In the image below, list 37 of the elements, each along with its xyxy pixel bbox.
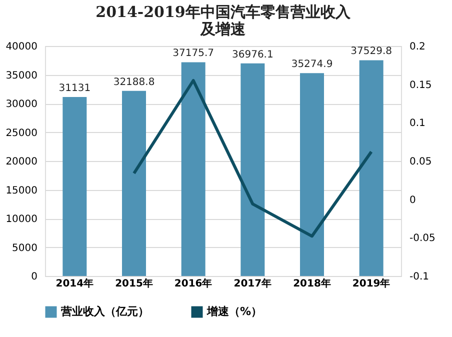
x-tick-label: 2015年: [115, 278, 153, 290]
chart-title: 2014-2019年中国汽车零售营业收入及增速: [96, 3, 352, 38]
data-label: 36976.1: [232, 49, 274, 60]
y-tick-label: 0: [31, 272, 38, 282]
x-tick-label: 2019年: [352, 278, 390, 290]
bar: [62, 96, 87, 276]
x-tick-label: 2016年: [174, 278, 212, 290]
x-tick-label: 2018年: [293, 278, 331, 290]
bar: [359, 60, 384, 276]
data-label: 32188.8: [113, 76, 155, 88]
y2-tick-label: 0.15: [410, 80, 432, 91]
y2-tick-label: 0.1: [410, 118, 426, 130]
data-label: 35274.9: [291, 59, 333, 70]
y2-tick-label: 0.05: [410, 156, 432, 168]
y2-tick-label: 0.2: [410, 42, 426, 52]
bar: [240, 63, 265, 276]
y-tick-label: 20000: [6, 156, 38, 168]
y-tick-label: 40000: [6, 42, 38, 52]
y-tick-label: 10000: [6, 214, 38, 225]
data-label: 37529.8: [350, 46, 392, 58]
legend-label: 增速（%）: [206, 305, 262, 318]
y-tick-label: 30000: [6, 99, 38, 110]
bar: [122, 90, 146, 276]
y-tick-label: 15000: [6, 185, 38, 196]
y2-tick-label: 0: [410, 194, 416, 206]
legend-label: 营业收入（亿元）: [60, 305, 149, 318]
x-tick-label: 2014年: [56, 278, 94, 290]
y-tick-label: 25000: [6, 128, 38, 139]
bar: [300, 73, 324, 276]
data-label: 37175.7: [172, 48, 214, 60]
y2-tick-label: -0.1: [410, 272, 430, 282]
y-tick-label: 35000: [6, 70, 38, 82]
y2-tick-label: -0.05: [410, 233, 436, 244]
data-label: 31131: [58, 82, 91, 94]
x-tick-label: 2017年: [234, 278, 272, 290]
bar: [181, 62, 206, 276]
y-tick-label: 5000: [12, 242, 38, 254]
